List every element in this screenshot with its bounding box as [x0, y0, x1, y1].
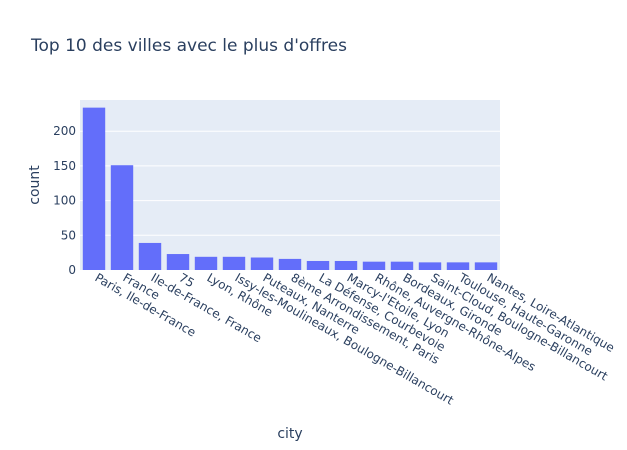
bar-14 — [474, 262, 498, 270]
gridlines — [80, 130, 500, 236]
bar-10 — [362, 261, 386, 270]
y-tick-label: 0 — [68, 263, 76, 277]
bar-8 — [306, 260, 330, 270]
bar-6 — [250, 257, 274, 270]
x-tick-labels: Paris, Ile-de-FranceFranceIle-de-France,… — [93, 270, 617, 408]
bar-4 — [194, 256, 218, 270]
bar-3 — [166, 254, 190, 270]
chart-title: Top 10 des villes avec le plus d'offres — [30, 36, 347, 56]
y-tick-label: 150 — [53, 159, 76, 173]
plot-area — [80, 100, 500, 270]
bar-13 — [446, 262, 470, 270]
bar-0 — [82, 107, 106, 270]
bar-7 — [278, 258, 302, 270]
bar-1 — [110, 165, 134, 270]
x-tick-label: 75 — [177, 270, 197, 290]
bar-11 — [390, 261, 414, 270]
bars — [82, 107, 498, 270]
bar-9 — [334, 260, 358, 270]
y-axis-title: count — [27, 165, 43, 205]
x-axis-title: city — [277, 426, 302, 442]
bar-5 — [222, 256, 246, 270]
y-tick-label: 50 — [61, 228, 76, 242]
bar-12 — [418, 262, 442, 270]
y-tick-label: 200 — [53, 124, 76, 138]
y-tick-label: 100 — [53, 194, 76, 208]
bar-2 — [138, 242, 162, 270]
y-tick-labels: 0 50 100 150 200 — [53, 124, 76, 277]
